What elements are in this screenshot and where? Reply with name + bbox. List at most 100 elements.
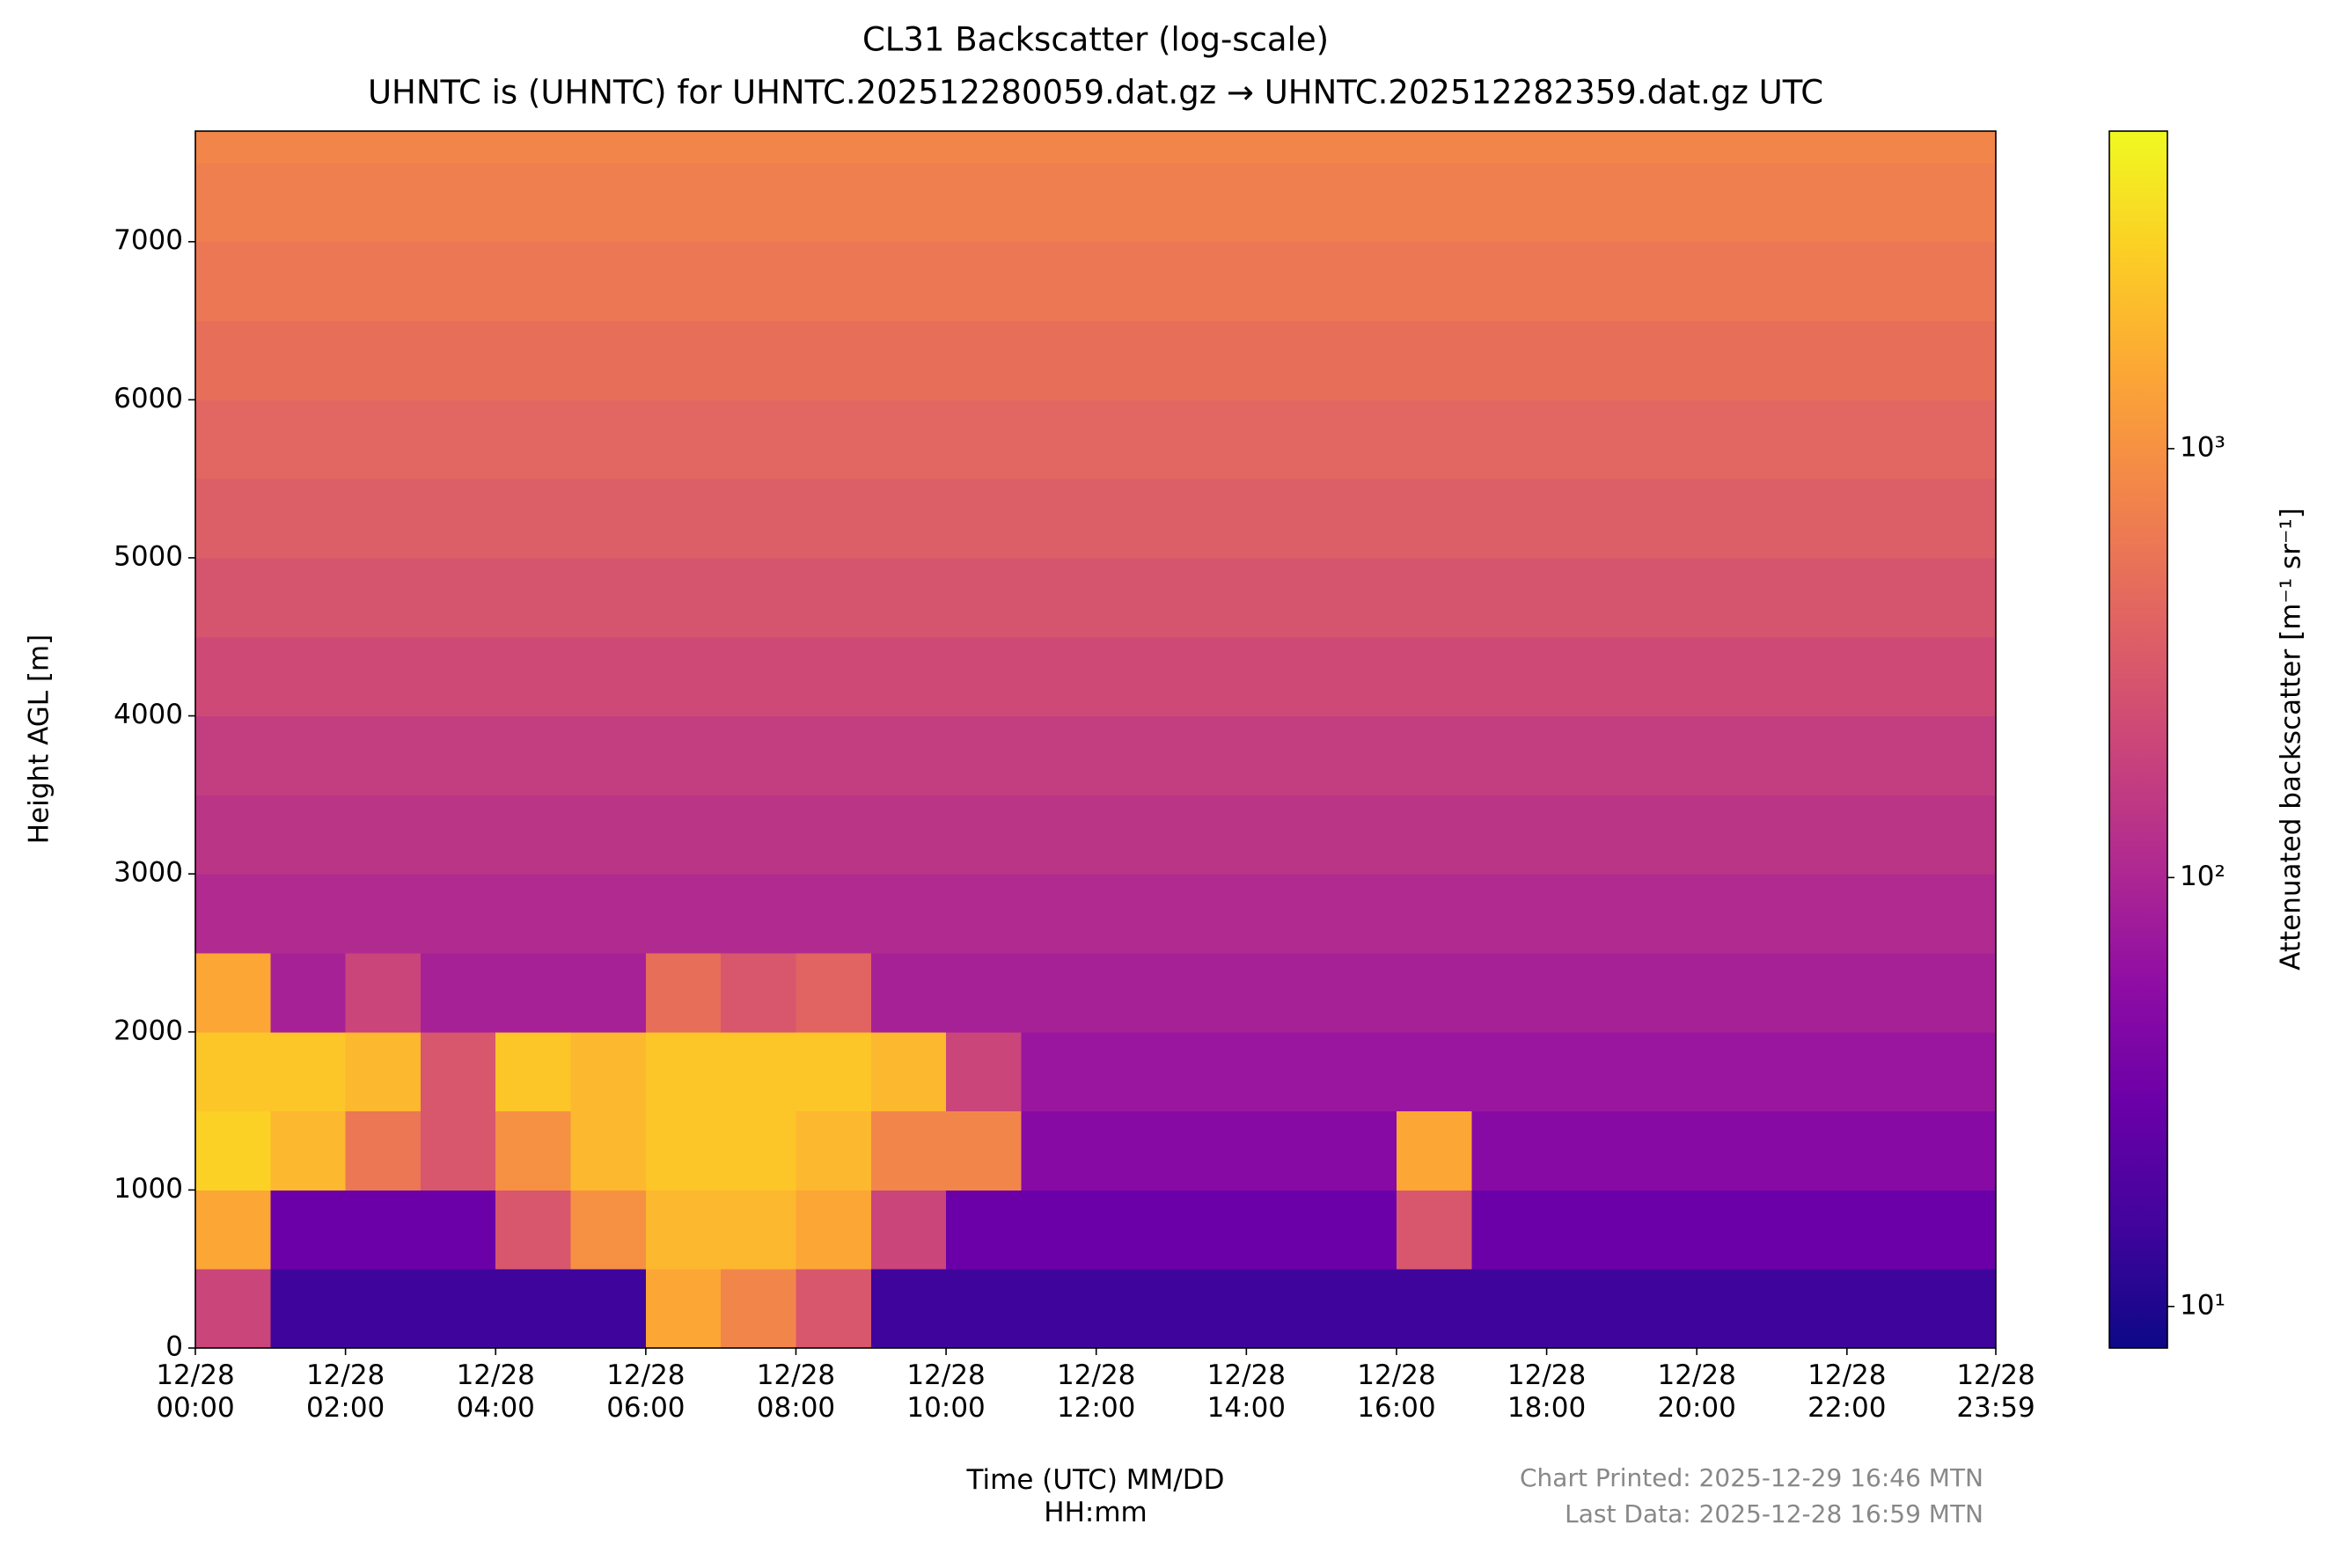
- heatmap-cell: [1621, 320, 1697, 400]
- heatmap-cell: [645, 715, 722, 795]
- y-tick-label: 4000: [114, 699, 183, 730]
- heatmap-cell: [1546, 399, 1623, 480]
- heatmap-cell: [946, 241, 1022, 322]
- heatmap-cell: [1697, 241, 1773, 322]
- heatmap-cell: [645, 399, 722, 480]
- heatmap-cell: [1321, 131, 1397, 164]
- heatmap-cell: [645, 1269, 722, 1349]
- heatmap-cell: [1321, 557, 1397, 638]
- heatmap-cell: [1246, 241, 1323, 322]
- heatmap-cell: [495, 1190, 572, 1270]
- y-tick-label: 6000: [114, 383, 183, 414]
- heatmap-cell: [1096, 874, 1172, 954]
- heatmap-cell: [1096, 1031, 1172, 1112]
- heatmap-cell: [495, 479, 572, 559]
- heatmap-cell: [1471, 162, 1548, 243]
- y-axis-label: Height AGL [m]: [24, 634, 55, 845]
- heatmap-cell: [495, 320, 572, 400]
- x-tick-label: 12/28 14:00: [1207, 1359, 1286, 1424]
- heatmap-cell: [870, 952, 947, 1033]
- heatmap-cell: [721, 1190, 796, 1270]
- x-tick-label: 12/28 22:00: [1807, 1359, 1886, 1424]
- heatmap-cell: [645, 131, 722, 164]
- heatmap-cell: [645, 874, 722, 954]
- heatmap-cell: [1096, 479, 1172, 559]
- heatmap-cell: [495, 874, 572, 954]
- heatmap-cell: [1697, 1031, 1773, 1112]
- heatmap-cell: [1771, 795, 1848, 875]
- heatmap-cell: [1246, 479, 1323, 559]
- heatmap-cell: [946, 795, 1022, 875]
- heatmap-cell: [946, 320, 1022, 400]
- heatmap-cell: [1846, 715, 1923, 795]
- heatmap-cell: [870, 320, 947, 400]
- chart-title: CL31 Backscatter (log-scale): [862, 21, 1329, 59]
- heatmap-cell: [1546, 320, 1623, 400]
- chart-subtitle: UHNTC is (UHNTC) for UHNTC.202512280059.…: [368, 74, 1823, 112]
- heatmap-cell: [1697, 874, 1773, 954]
- heatmap-cell: [1846, 1269, 1923, 1349]
- y-tick-label: 7000: [114, 224, 183, 256]
- heatmap-cell: [796, 399, 872, 480]
- colorbar-tick-label: 10³: [2180, 431, 2225, 463]
- heatmap-cell: [870, 1031, 947, 1112]
- heatmap-cell: [1021, 874, 1097, 954]
- heatmap-cell: [1922, 795, 1997, 875]
- heatmap-cell: [495, 952, 572, 1033]
- heatmap-cell: [645, 795, 722, 875]
- heatmap-cell: [1471, 320, 1548, 400]
- heatmap-cell: [796, 636, 872, 717]
- heatmap-cell: [946, 1110, 1022, 1191]
- heatmap-cell: [195, 952, 271, 1033]
- heatmap-cell: [946, 1190, 1022, 1270]
- heatmap-cell: [946, 1031, 1022, 1112]
- heatmap-cell: [495, 795, 572, 875]
- heatmap-cell: [1396, 952, 1472, 1033]
- heatmap-cell: [1546, 715, 1623, 795]
- heatmap-cell: [1922, 636, 1997, 717]
- heatmap-cell: [870, 1190, 947, 1270]
- heatmap-cell: [1546, 1190, 1623, 1270]
- heatmap-cell: [1771, 1269, 1848, 1349]
- heatmap-cell: [1021, 241, 1097, 322]
- heatmap-cell: [1922, 1269, 1997, 1349]
- heatmap-cell: [796, 131, 872, 164]
- heatmap-cell: [1396, 1190, 1472, 1270]
- heatmap-cell: [1922, 874, 1997, 954]
- heatmap-cell: [270, 1031, 347, 1112]
- heatmap-cell: [1697, 131, 1773, 164]
- colorbar-tick-label: 10²: [2180, 861, 2225, 892]
- heatmap-cell: [1246, 715, 1323, 795]
- heatmap-cell: [1771, 874, 1848, 954]
- heatmap-cell: [270, 320, 347, 400]
- heatmap-cell: [1471, 952, 1548, 1033]
- heatmap-cell: [1471, 715, 1548, 795]
- heatmap-cell: [195, 636, 271, 717]
- heatmap-cell: [796, 1031, 872, 1112]
- heatmap-cell: [1321, 241, 1397, 322]
- y-tick-label: 0: [165, 1331, 183, 1363]
- heatmap-cell: [1246, 557, 1323, 638]
- heatmap-cell: [1171, 241, 1247, 322]
- heatmap-cell: [1621, 636, 1697, 717]
- heatmap-cell: [1321, 952, 1397, 1033]
- y-tick-label: 2000: [114, 1015, 183, 1046]
- heatmap-cell: [870, 874, 947, 954]
- y-tick-label: 1000: [114, 1173, 183, 1205]
- heatmap-cell: [195, 241, 271, 322]
- heatmap-cell: [1246, 1110, 1323, 1191]
- heatmap-cell: [345, 795, 422, 875]
- heatmap-cell: [270, 557, 347, 638]
- heatmap-cell: [796, 715, 872, 795]
- heatmap-cell: [1771, 479, 1848, 559]
- heatmap-cell: [721, 557, 796, 638]
- heatmap-cell: [721, 399, 796, 480]
- heatmap-cell: [1321, 320, 1397, 400]
- heatmap-cell: [1171, 1110, 1247, 1191]
- heatmap-cell: [495, 162, 572, 243]
- heatmap-cell: [1021, 952, 1097, 1033]
- heatmap-cell: [1546, 1269, 1623, 1349]
- heatmap-cell: [1471, 636, 1548, 717]
- heatmap-cell: [1621, 1190, 1697, 1270]
